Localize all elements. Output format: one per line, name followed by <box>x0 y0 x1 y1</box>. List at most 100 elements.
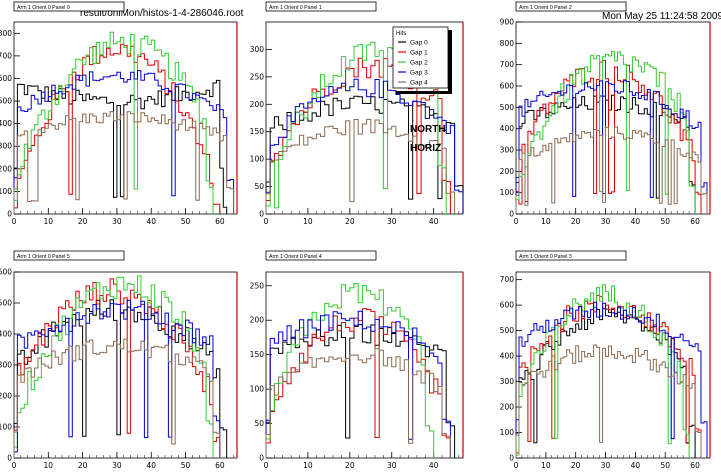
x-tick-label: 20 <box>345 461 355 470</box>
x-tick-label: 20 <box>345 217 355 226</box>
x-tick-label: 30 <box>601 217 611 226</box>
histogram-line-gap4 <box>265 118 456 214</box>
x-tick-label: 0 <box>514 461 519 470</box>
histogram-line-gap0 <box>13 79 228 214</box>
y-tick-label: 100 <box>500 428 515 437</box>
y-tick-label: 500 <box>500 103 515 112</box>
panel-title: Arm 1 Orient 0 Panel 2 <box>519 5 572 11</box>
x-tick-label: 30 <box>387 461 397 470</box>
legend-box <box>392 26 449 89</box>
x-tick-label: 60 <box>690 217 700 226</box>
plot-frame <box>265 271 464 459</box>
histogram-line-gap0 <box>265 324 456 458</box>
y-tick-label: 400 <box>500 352 515 361</box>
y-tick-label: 800 <box>0 29 12 38</box>
histogram-line-gap3 <box>13 70 235 214</box>
panel-title: Arm 1 Orient 0 Panel 5 <box>17 254 70 260</box>
histogram-line-gap4 <box>515 344 702 458</box>
y-tick-label: 100 <box>500 188 515 197</box>
x-tick-label: 10 <box>303 461 313 470</box>
y-tick-label: 100 <box>0 423 12 432</box>
x-tick-label: 50 <box>660 217 670 226</box>
y-tick-label: 800 <box>500 39 515 48</box>
panel-title-box <box>265 1 377 12</box>
orientation-annotation: NORTH <box>410 124 446 135</box>
y-tick-label: 300 <box>500 146 515 155</box>
y-tick-label: 700 <box>500 275 515 284</box>
histogram-line-gap2 <box>13 275 214 458</box>
y-tick-label: 100 <box>0 187 12 196</box>
orientation-annotation: HORIZ <box>410 143 441 154</box>
plot-frame <box>515 271 711 459</box>
x-tick-label: 60 <box>215 217 225 226</box>
histogram-line-gap2 <box>515 284 690 458</box>
legend: Hits Gap 0 Gap 1 Gap 2 Gap 3 Gap 4 <box>392 26 452 94</box>
y-tick-label: 200 <box>500 403 515 412</box>
y-tick-label: 900 <box>500 18 515 27</box>
panel-title-box <box>515 250 627 261</box>
histogram-line-gap1 <box>265 57 451 214</box>
x-tick-label: 60 <box>215 461 225 470</box>
x-tick-label: 20 <box>571 217 581 226</box>
histogram-line-gap3 <box>515 80 708 214</box>
histogram-line-gap3 <box>13 299 221 458</box>
y-tick-label: 700 <box>0 51 12 60</box>
panel-title: Arm 1 Orient 0 Panel 4 <box>269 254 322 260</box>
y-tick-label: 250 <box>250 72 265 81</box>
y-tick-label: 600 <box>500 82 515 91</box>
y-tick-label: 200 <box>500 167 515 176</box>
histogram-panel-1: Arm 1 Orient 0 Panel 1 0 10 20 30 40 0 50 100 150… <box>250 1 464 226</box>
panel-title-box <box>515 1 627 12</box>
histogram-line-gap4 <box>265 348 451 458</box>
plot-frame <box>13 271 238 459</box>
legend-shadow <box>396 91 452 94</box>
x-tick-label: 0 <box>12 217 17 226</box>
legend-entry: Gap 3 <box>410 70 428 77</box>
x-tick-label: 20 <box>78 461 88 470</box>
legend-entry: Gap 1 <box>410 50 428 57</box>
x-tick-label: 20 <box>571 461 581 470</box>
y-tick-label: 200 <box>0 392 12 401</box>
y-tick-label: 400 <box>0 119 12 128</box>
y-tick-label: 0 <box>259 210 264 219</box>
plot-frame <box>13 21 238 215</box>
histogram-line-gap2 <box>13 31 214 214</box>
panel-title: Arm 1 Orient 0 Panel 1 <box>269 5 322 11</box>
histogram-panel-0: Arm 1 Orient 0 Panel 00 10 20 30 40 50 6001002… <box>0 1 238 226</box>
x-tick-label: 50 <box>660 461 670 470</box>
panel-title-box <box>13 250 125 261</box>
panel-title: Arm 1 Orient 0 Panel 0 <box>17 5 70 11</box>
histogram-line-gap4 <box>13 111 235 214</box>
histogram-panel-4: Arm 1 Orient 0 Panel 4 0 10 20 30 40 0 50 100 150… <box>250 250 464 470</box>
panel-title: Arm 1 Orient 0 Panel 3 <box>519 254 572 260</box>
legend-entry: Gap 0 <box>410 40 428 47</box>
y-tick-label: 300 <box>0 361 12 370</box>
x-tick-label: 50 <box>181 217 191 226</box>
x-tick-label: 0 <box>264 461 269 470</box>
y-tick-label: 100 <box>250 155 265 164</box>
y-tick-label: 0 <box>509 210 514 219</box>
histogram-panel-2: Arm 1 Orient 0 Panel 20 10 20 30 40 50 6001002… <box>500 1 711 226</box>
timestamp-label: Mon May 25 11:24:58 2009 <box>602 11 721 22</box>
y-tick-label: 500 <box>0 299 12 308</box>
legend-entry: Gap 2 <box>410 60 428 67</box>
x-tick-label: 0 <box>514 217 519 226</box>
x-tick-label: 40 <box>429 217 439 226</box>
y-tick-label: 200 <box>250 100 265 109</box>
x-tick-label: 10 <box>541 217 551 226</box>
y-tick-label: 300 <box>250 45 265 54</box>
histogram-line-gap3 <box>515 301 708 458</box>
legend-shadow <box>448 30 452 91</box>
x-tick-label: 40 <box>631 461 641 470</box>
x-tick-label: 40 <box>146 461 156 470</box>
x-tick-label: 30 <box>601 461 611 470</box>
legend-title: Hits <box>396 31 406 37</box>
y-tick-label: 500 <box>500 326 515 335</box>
y-tick-label: 400 <box>0 330 12 339</box>
histogram-line-gap2 <box>265 283 435 458</box>
x-tick-label: 40 <box>146 217 156 226</box>
y-tick-label: 400 <box>500 124 515 133</box>
histogram-line-gap1 <box>13 43 221 214</box>
x-tick-label: 10 <box>44 217 54 226</box>
x-tick-label: 10 <box>303 217 313 226</box>
